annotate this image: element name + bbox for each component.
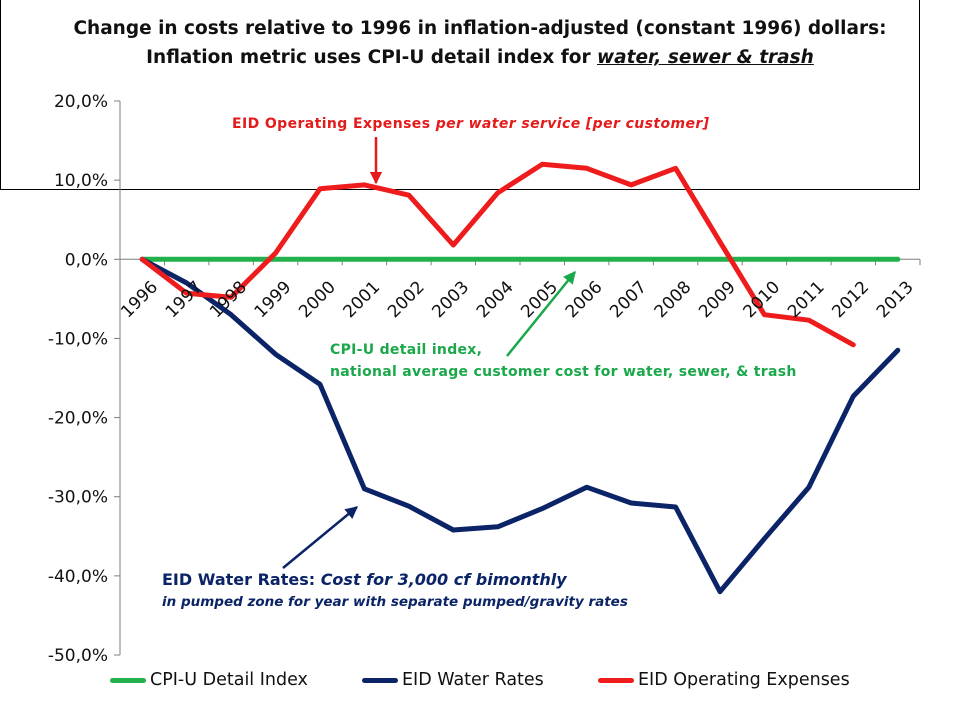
y-tick-label: -30,0% [48,488,108,508]
y-tick-label: 20,0% [54,92,108,112]
x-tick-label: 2009 [695,277,740,322]
x-tick-label: 2001 [339,277,384,322]
x-tick-label: 2002 [384,277,429,322]
water-annotation: EID Water Rates: Cost for 3,000 cf bimon… [162,568,628,612]
legend-item: EID Operating Expenses [598,668,850,692]
cpi-annotation-line-1: CPI-U detail index, [330,342,483,358]
y-tick-label: -40,0% [48,567,108,587]
water-annotation-line-2: in pumped zone for year with separate pu… [162,594,628,610]
y-tick-label: 0,0% [65,250,108,270]
title-line-2-emphasis: water, sewer & trash [597,47,814,68]
chart-title: Change in costs relative to 1996 in infl… [40,14,920,72]
x-tick-label: 2000 [295,277,340,322]
frame-right-line [919,0,920,190]
y-tick-label: 10,0% [54,171,108,191]
legend-label: CPI-U Detail Index [150,670,308,690]
opex-annotation: EID Operating Expenses per water service… [232,116,709,132]
opex-annotation-text: EID Operating Expenses [232,116,436,132]
legend-swatch [110,677,146,683]
frame-bottom-line [0,189,920,190]
y-tick-label: -50,0% [48,646,108,666]
x-tick-label: 2011 [784,277,829,322]
x-tick-label: 1996 [117,277,162,322]
legend-swatch [362,677,398,683]
frame-left-line [0,0,1,190]
legend-label: EID Operating Expenses [638,670,850,690]
legend-swatch [598,677,634,683]
cpi-annotation-arrow [506,271,576,357]
x-tick-label: 2012 [828,277,873,322]
opex-annotation-emphasis: per water service [per customer] [435,116,710,132]
x-tick-label: 2007 [606,277,651,322]
legend-item: EID Water Rates [362,668,544,692]
cpi-annotation: CPI-U detail index, national average cus… [330,339,797,383]
water-annotation-line-1: EID Water Rates: Cost for 3,000 cf bimon… [162,568,628,592]
title-line-2: Inflation metric uses CPI-U detail index… [40,43,920,72]
x-tick-label: 2004 [473,277,518,322]
series-line-2 [139,256,901,595]
water-annotation-text: EID Water Rates: [162,570,321,589]
water-annotation-emphasis: Cost for 3,000 cf bimonthly [320,570,567,589]
series-line-3 [139,161,856,348]
title-line-2-text: Inflation metric uses CPI-U detail index… [146,47,598,68]
x-tick-label: 1999 [251,277,296,322]
title-line-1: Change in costs relative to 1996 in infl… [73,18,887,39]
water-annotation-arrow [282,506,358,569]
legend-label: EID Water Rates [402,670,544,690]
legend-item: CPI-U Detail Index [110,668,308,692]
y-tick-label: -10,0% [48,329,108,349]
y-tick-label: -20,0% [48,409,108,429]
cpi-annotation-line-2: national average customer cost for water… [330,364,797,380]
x-tick-label: 2013 [873,277,918,322]
x-tick-label: 2003 [428,277,473,322]
x-tick-label: 2008 [651,277,696,322]
x-tick-label: 2006 [562,277,607,322]
